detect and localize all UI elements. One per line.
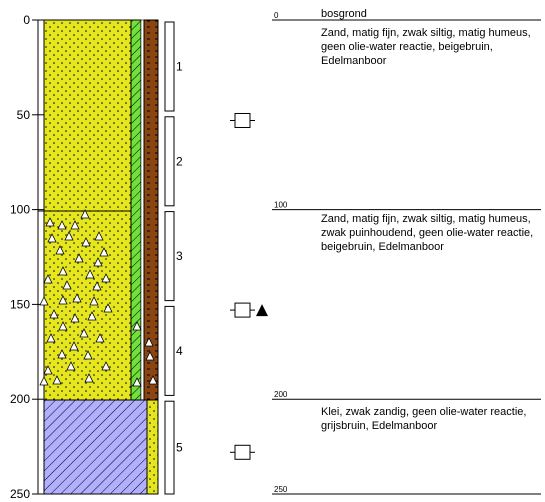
sample-interval xyxy=(164,305,175,396)
sample-number: 3 xyxy=(176,249,183,263)
humus-band xyxy=(130,19,142,401)
rubble-triangle xyxy=(103,303,113,313)
rubble-triangle xyxy=(85,269,95,279)
sample-interval xyxy=(164,116,175,207)
sample-symbols xyxy=(230,112,268,460)
sample-number: 1 xyxy=(176,60,183,74)
rubble-triangle xyxy=(80,209,90,219)
layer-description-3: Klei, zwak zandig, geen olie-water react… xyxy=(321,405,543,433)
layer-depth-label: 200 xyxy=(274,390,288,399)
depth-axis-ticks: 0 50 100 150 200 250 xyxy=(10,13,44,501)
rubble-triangle xyxy=(81,237,91,247)
rubble-triangle xyxy=(69,341,79,351)
rubble-triangle xyxy=(132,321,142,331)
depth-tick-label: 50 xyxy=(17,108,31,122)
rubble-triangle xyxy=(58,321,68,331)
layer-description-2: Zand, matig fijn, zwak siltig, matig hum… xyxy=(321,212,543,254)
sample-interval xyxy=(164,400,175,495)
layer-depth-label: 250 xyxy=(274,485,288,494)
rubble-triangle xyxy=(145,351,155,361)
sand-layer xyxy=(43,19,132,401)
rubble-triangle xyxy=(101,361,111,371)
rubble-triangle xyxy=(57,349,67,359)
rubble-triangle xyxy=(94,231,104,241)
layer-title: bosgrond xyxy=(321,8,367,20)
layer-description-1: bosgrond Zand, matig fijn, zwak siltig, … xyxy=(321,7,543,68)
rubble-triangle xyxy=(66,361,76,371)
rubble-triangle xyxy=(72,293,82,303)
layer-depth-label: 0 xyxy=(274,11,279,20)
layer-text: Zand, matig fijn, zwak siltig, matig hum… xyxy=(321,27,531,67)
description-lines: 0 100 200 250 xyxy=(272,11,541,495)
rubble-triangle xyxy=(62,280,72,290)
depth-tick-label: 0 xyxy=(23,13,30,27)
rubble-triangle xyxy=(45,217,55,227)
rubble-triangle xyxy=(87,311,97,321)
depth-tick-label: 150 xyxy=(10,297,30,311)
rubble-triangle xyxy=(46,333,56,343)
rubble-triangle xyxy=(83,350,93,360)
rubble-triangle xyxy=(43,365,53,375)
rubble-triangle xyxy=(84,373,94,383)
layer-depth-label: 100 xyxy=(274,201,288,210)
sample-box-icon xyxy=(234,112,251,128)
clay-sand-strip xyxy=(146,399,159,495)
rubble-markers xyxy=(39,209,158,387)
depth-tick-label: 100 xyxy=(10,203,30,217)
rubble-triangle xyxy=(47,233,57,243)
sample-interval xyxy=(164,21,175,112)
rubble-triangle xyxy=(39,296,49,306)
rubble-triangle xyxy=(93,257,103,267)
rubble-triangle xyxy=(92,281,102,291)
rubble-triangle xyxy=(132,377,142,387)
rubble-triangle xyxy=(43,274,53,284)
sample-box-icon xyxy=(234,444,251,460)
sample-number: 5 xyxy=(176,441,183,455)
rubble-triangle xyxy=(144,337,154,347)
rubble-triangle xyxy=(58,295,68,305)
rubble-triangle xyxy=(148,375,158,385)
rubble-triangle xyxy=(39,376,49,386)
sample-number: 4 xyxy=(176,344,183,358)
rubble-triangle xyxy=(99,247,109,257)
rubble-triangle xyxy=(101,273,111,283)
depth-tick-label: 200 xyxy=(10,392,30,406)
clay-layer xyxy=(43,399,148,495)
rubble-triangle xyxy=(95,333,105,343)
rubble-triangle xyxy=(64,231,74,241)
rubble-triangle xyxy=(52,375,62,385)
layer-text: Klei, zwak zandig, geen olie-water react… xyxy=(321,406,527,432)
depth-tick-label: 250 xyxy=(10,487,30,501)
rubble-triangle xyxy=(55,245,65,255)
rubble-triangle xyxy=(58,266,68,276)
sample-interval xyxy=(164,211,175,302)
sample-intervals: 1 2 3 4 5 xyxy=(164,21,183,495)
rubble-triangle xyxy=(79,328,89,338)
sample-number: 2 xyxy=(176,154,183,168)
rubble-triangle xyxy=(70,220,80,230)
rubble-triangle xyxy=(74,253,84,263)
rubble-triangle xyxy=(70,313,80,323)
triangle-marker-icon xyxy=(256,304,268,317)
sample-box-icon xyxy=(234,302,251,318)
layer-text: Zand, matig fijn, zwak siltig, matig hum… xyxy=(321,213,534,253)
rubble-triangle xyxy=(89,296,99,306)
soil-column xyxy=(38,19,159,495)
rubble-triangle xyxy=(49,309,59,319)
rubble-triangle xyxy=(57,220,67,230)
